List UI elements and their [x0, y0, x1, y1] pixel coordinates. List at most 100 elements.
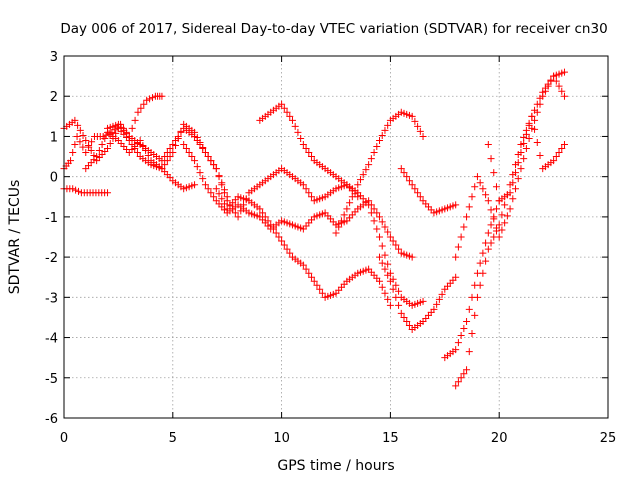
data-point	[146, 95, 154, 103]
data-point	[509, 179, 517, 187]
data-point	[174, 132, 182, 140]
data-point	[555, 149, 563, 157]
data-point	[419, 297, 427, 305]
data-point	[69, 185, 77, 193]
data-point	[199, 175, 207, 183]
data-point	[308, 193, 316, 201]
data-point	[335, 223, 343, 231]
data-point	[231, 209, 239, 217]
data-point	[137, 104, 145, 112]
y-axis-label: SDTVAR / TECUs	[7, 180, 23, 295]
data-point	[381, 265, 389, 273]
data-point	[408, 253, 416, 261]
y-tick-label: -2	[45, 251, 58, 266]
x-tick-label: 5	[169, 431, 177, 446]
data-point	[381, 289, 389, 297]
data-point	[403, 173, 411, 181]
data-point	[498, 226, 506, 234]
data-point	[386, 301, 394, 309]
data-point	[365, 161, 373, 169]
data-point	[169, 140, 177, 148]
data-point	[463, 213, 471, 221]
data-point	[316, 285, 324, 293]
data-point	[351, 187, 359, 195]
data-point	[433, 300, 441, 308]
data-point	[256, 205, 264, 213]
data-point	[408, 181, 416, 189]
data-point	[376, 233, 384, 241]
data-point	[305, 269, 313, 277]
data-point	[76, 126, 84, 134]
data-point	[286, 112, 294, 120]
x-tick-label: 25	[600, 431, 617, 446]
data-point	[199, 145, 207, 153]
data-point	[482, 257, 490, 265]
data-point	[166, 145, 174, 153]
y-tick-label: 1	[50, 130, 58, 145]
data-point	[104, 145, 112, 153]
data-point	[463, 317, 471, 325]
data-point	[506, 205, 514, 213]
data-point	[359, 171, 367, 179]
data-point	[473, 293, 481, 301]
data-point	[452, 382, 460, 390]
data-point	[376, 136, 384, 144]
data-point	[272, 229, 280, 237]
data-point	[495, 233, 503, 241]
data-point	[376, 277, 384, 285]
data-point	[408, 112, 416, 120]
data-point	[362, 166, 370, 174]
data-point	[460, 325, 468, 333]
data-point	[310, 277, 318, 285]
data-point	[308, 153, 316, 161]
data-point	[269, 225, 277, 233]
data-point	[463, 366, 471, 374]
data-point	[397, 309, 405, 317]
data-point	[275, 233, 283, 241]
data-point	[533, 138, 541, 146]
data-point	[370, 217, 378, 225]
data-point	[536, 152, 544, 160]
data-point	[75, 187, 83, 195]
data-point	[67, 157, 75, 165]
data-point	[218, 195, 226, 203]
data-point	[389, 285, 397, 293]
data-point	[259, 209, 267, 217]
data-point	[196, 140, 204, 148]
data-point	[471, 311, 479, 319]
data-point	[367, 155, 375, 163]
data-point	[220, 189, 228, 197]
y-tick-label: -4	[45, 332, 58, 347]
data-point	[207, 189, 215, 197]
data-points-layer	[60, 68, 568, 390]
data-series	[212, 185, 394, 309]
data-point	[541, 87, 549, 95]
data-point	[104, 189, 112, 197]
data-point	[558, 87, 566, 95]
data-point	[531, 116, 539, 124]
data-point	[416, 127, 424, 135]
data-point	[74, 121, 82, 129]
data-point	[378, 242, 386, 250]
data-point	[487, 221, 495, 229]
data-point	[378, 131, 386, 139]
data-point	[395, 301, 403, 309]
data-point	[305, 189, 313, 197]
y-tick-label: -1	[45, 211, 58, 226]
data-point	[484, 140, 492, 148]
data-point	[332, 229, 340, 237]
data-point	[381, 223, 389, 231]
data-point	[101, 134, 109, 142]
data-point	[471, 183, 479, 191]
data-point	[288, 116, 296, 124]
data-point	[492, 183, 500, 191]
data-point	[370, 149, 378, 157]
grid-layer	[64, 56, 608, 418]
data-point	[536, 100, 544, 108]
data-point	[340, 211, 348, 219]
data-point	[82, 136, 90, 144]
data-point	[302, 145, 310, 153]
data-point	[302, 185, 310, 193]
data-point	[487, 239, 495, 247]
